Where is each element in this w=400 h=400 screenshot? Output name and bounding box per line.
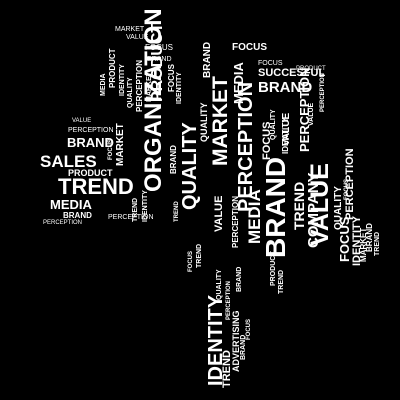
word-focus-v4: FOCUS	[337, 216, 352, 263]
word-trend: TREND	[58, 174, 134, 199]
word-value-big: VALUE	[306, 163, 334, 246]
word-product-v1: PRODUCT	[108, 48, 117, 88]
word-trend-v1: TREND	[132, 197, 139, 222]
word-focus-right2: FOCUS	[258, 60, 283, 67]
word-identity-v3: IDENTITY	[142, 190, 149, 222]
word-brand-top: BRAND	[147, 56, 172, 63]
word-brand-big: BRAND	[260, 156, 291, 258]
word-succesful: SUCCESFUL	[258, 67, 326, 79]
word-media-v1: MEDIA	[100, 73, 107, 96]
word-value-top: VALUE	[126, 34, 149, 41]
word-quality-trunk: QUALITY	[216, 269, 223, 300]
word-brand-v1: BRAND	[169, 145, 178, 174]
word-perception-left2: PERCEPTION	[43, 220, 83, 226]
word-organization: ORGANIZATION	[140, 8, 167, 192]
word-market-top: MARKET	[115, 26, 145, 33]
word-market-v2: MARKET	[115, 123, 126, 166]
word-perception-left: PERCEPTION	[68, 127, 114, 134]
word-value-v1: VALUE	[213, 195, 225, 232]
word-quality-big: QUALITY	[179, 122, 201, 210]
word-brand-left: BRAND	[67, 135, 114, 150]
word-perception-left3: PERCEPTION	[108, 214, 154, 221]
word-sales: SALES	[40, 152, 97, 171]
word-perception-v2: PERCEPTION	[231, 195, 240, 248]
word-perception-v4: PERCEPTION	[320, 72, 326, 112]
word-brand-v2: BRAND	[202, 41, 213, 78]
word-value-v3: VALUE	[308, 102, 315, 126]
word-quality-v1: QUALITY	[127, 77, 134, 108]
word-trend-v5: TREND	[278, 269, 285, 294]
word-focus-v5: FOCUS	[344, 179, 350, 200]
word-value-left: VALUE	[72, 118, 92, 124]
word-focus-top: FOCUS	[145, 43, 173, 52]
word-focus-v6: FOCUS	[188, 251, 194, 272]
word-focus-right: FOCUS	[232, 42, 267, 53]
word-product-v3: PRODUCT	[270, 251, 277, 286]
word-focus-v3: FOCUS	[261, 121, 273, 161]
word-trend-big: TREND	[291, 181, 307, 230]
word-brand-left2: BRAND	[63, 211, 92, 220]
word-focus-v2: FOCUS	[108, 139, 114, 160]
word-focus-v1: FOCUS	[167, 64, 176, 92]
word-identity-v2: IDENTITY	[176, 72, 183, 104]
word-identity-v1: IDENTITY	[119, 64, 126, 96]
word-trend-v3: TREND	[374, 231, 381, 256]
word-brand-v3: BRAND	[365, 223, 374, 252]
word-quality-v2: QUALITY	[199, 102, 209, 143]
word-brand-right: BRAND	[258, 79, 313, 96]
word-product-left: PRODUCT	[68, 168, 113, 178]
word-focus-trunk: FOCUS	[246, 319, 252, 340]
word-perception-trunk: PERCEPTION	[226, 280, 232, 320]
word-brand-v4: BRAND	[236, 266, 243, 292]
word-media-left: MEDIA	[50, 197, 92, 212]
word-product-right: PRODUCT	[296, 66, 326, 72]
word-trend-v4: TREND	[196, 243, 203, 268]
word-trend-v2: TREND	[174, 201, 180, 222]
word-identity-v4: IDENTITY	[281, 117, 290, 154]
word-market-big: MARKET	[209, 76, 232, 166]
